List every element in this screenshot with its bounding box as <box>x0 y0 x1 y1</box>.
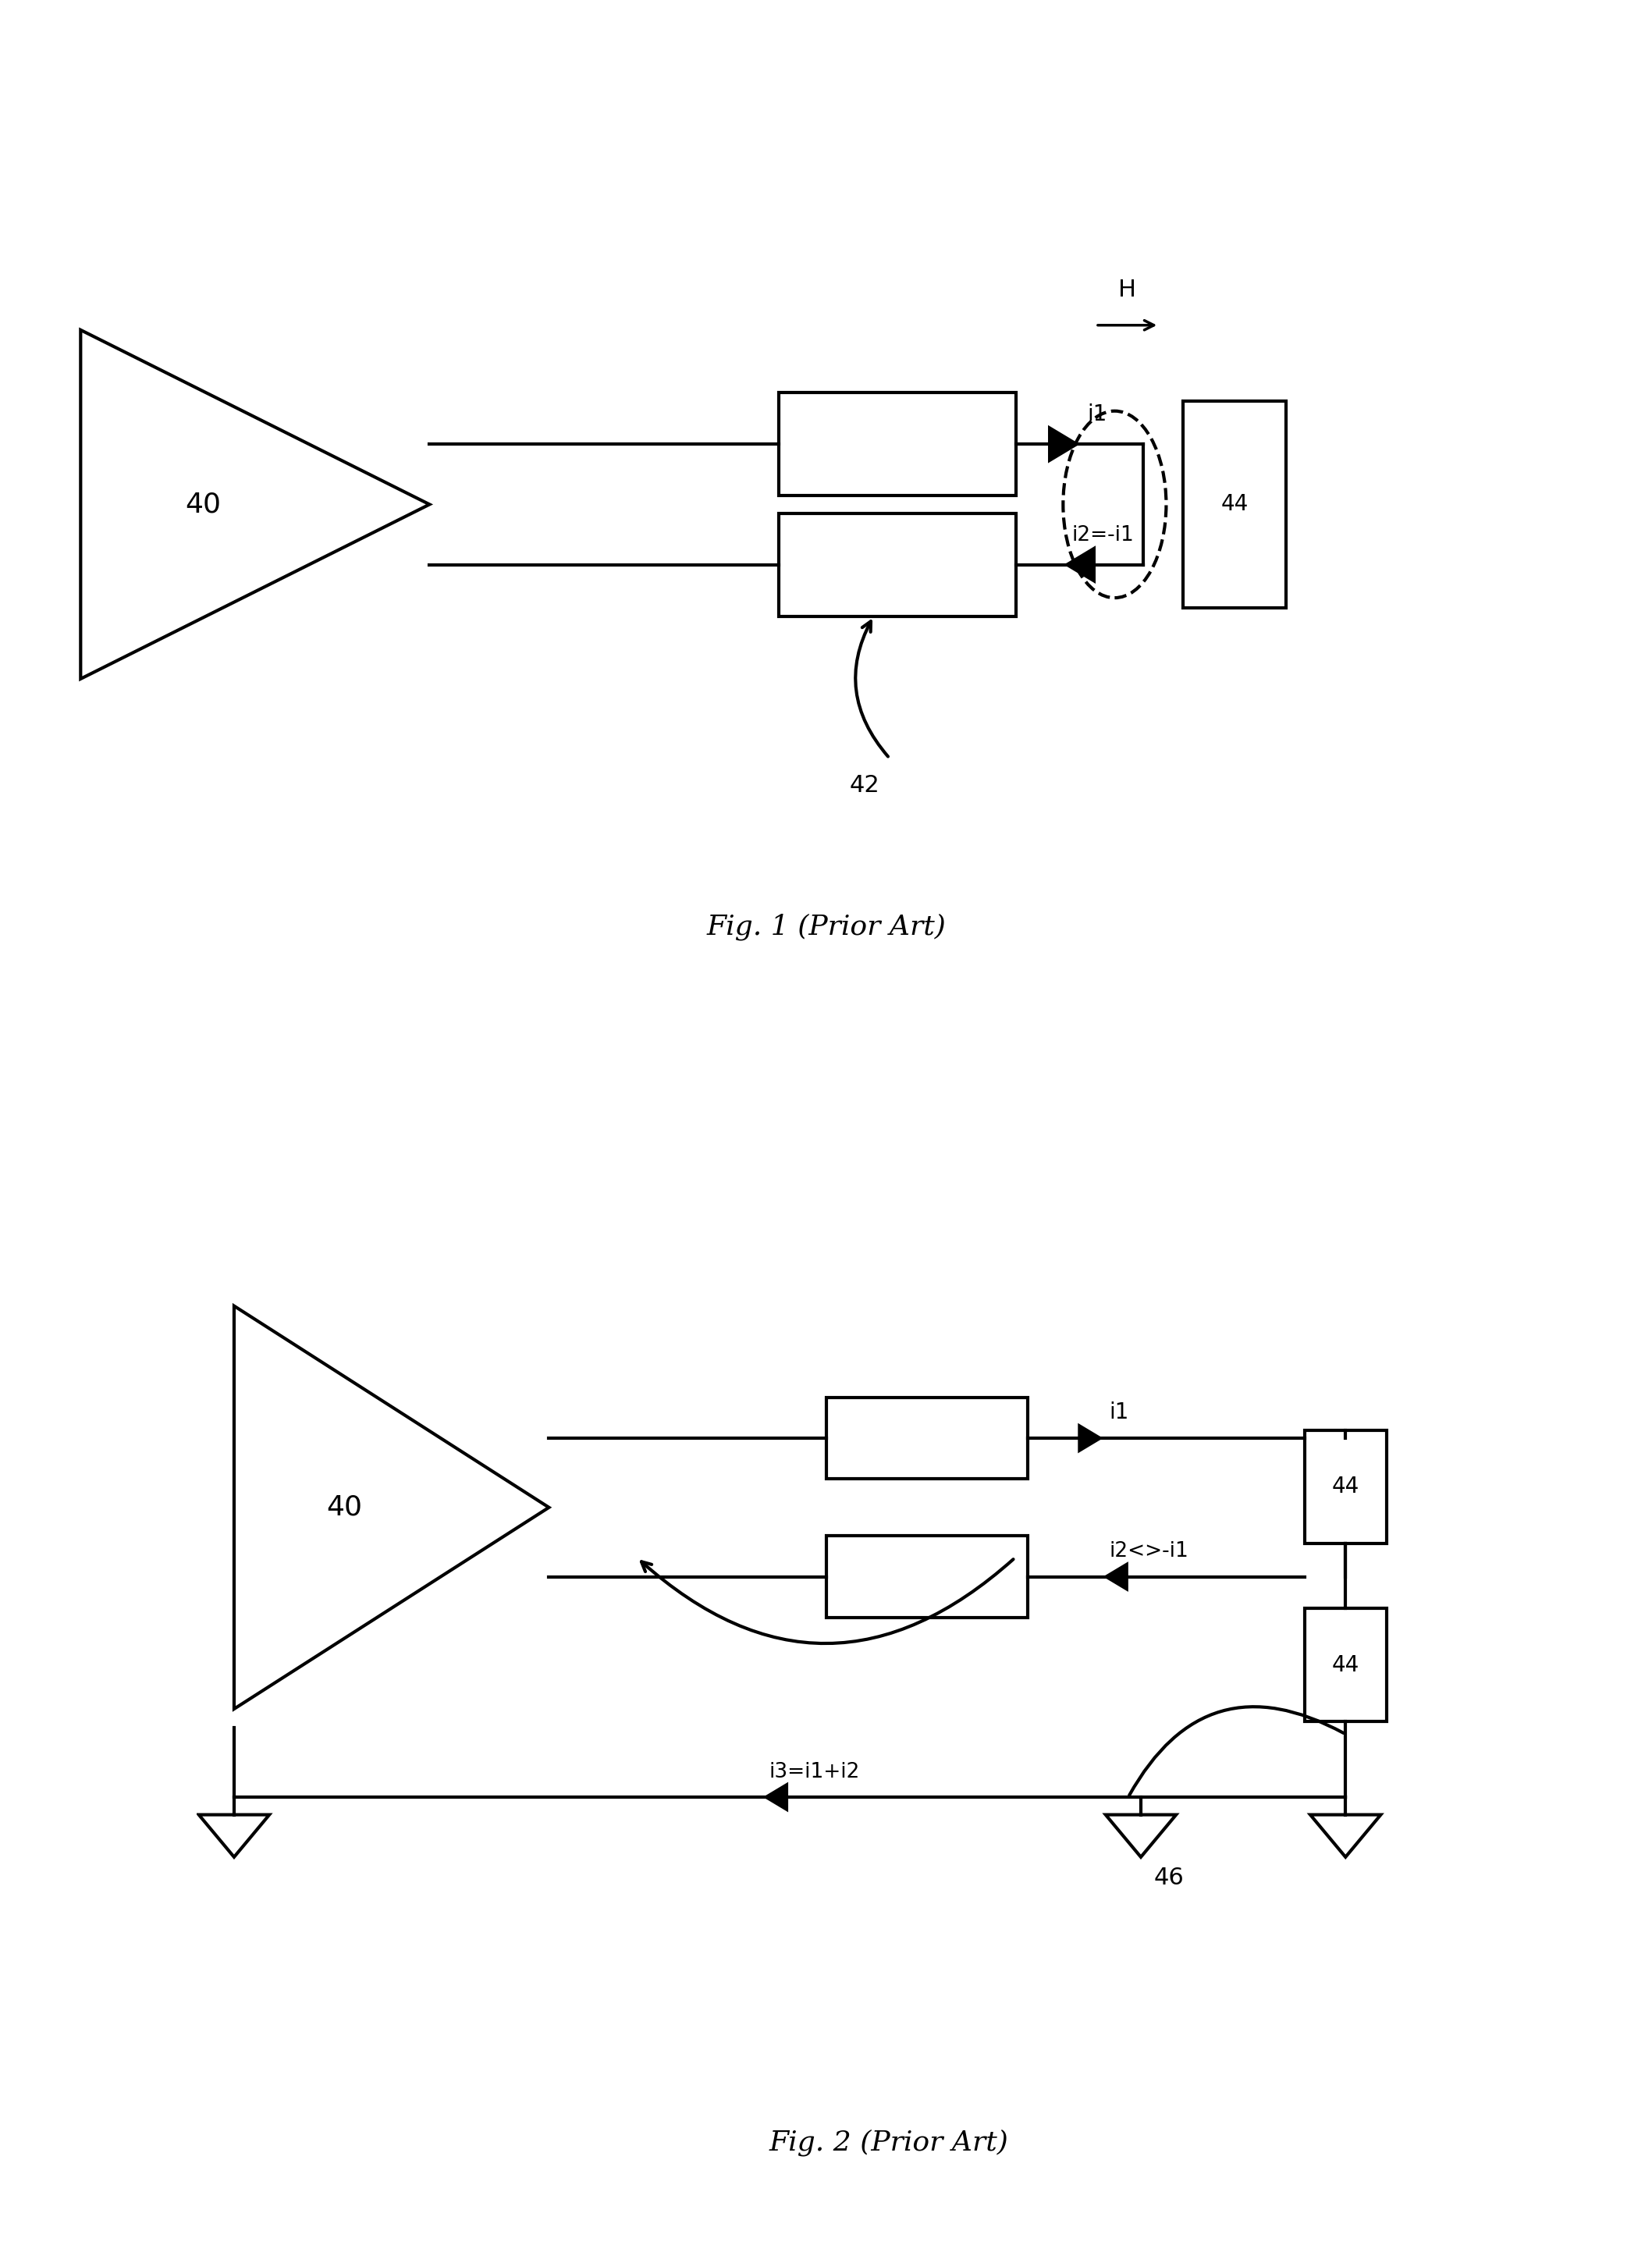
Bar <box>778 514 1016 615</box>
Polygon shape <box>1077 1423 1104 1453</box>
Text: H: H <box>1118 278 1137 301</box>
Text: Fig. 1 (Prior Art): Fig. 1 (Prior Art) <box>707 914 945 941</box>
Text: 42: 42 <box>849 775 881 797</box>
Text: Fig. 2 (Prior Art): Fig. 2 (Prior Art) <box>770 2128 1009 2155</box>
Bar <box>1183 402 1285 608</box>
Bar <box>778 393 1016 496</box>
Text: 40: 40 <box>327 1495 362 1520</box>
Text: i1: i1 <box>1110 1401 1130 1423</box>
Polygon shape <box>1047 424 1080 462</box>
Text: 44: 44 <box>1332 1655 1360 1675</box>
Text: i3=i1+i2: i3=i1+i2 <box>770 1762 861 1783</box>
Polygon shape <box>1064 546 1095 584</box>
Polygon shape <box>763 1783 788 1812</box>
Polygon shape <box>1104 1563 1128 1592</box>
Text: 40: 40 <box>185 492 221 519</box>
Text: i1: i1 <box>1087 404 1107 424</box>
Bar <box>1305 1430 1386 1542</box>
Bar <box>826 1396 1028 1479</box>
Text: 44: 44 <box>1332 1475 1360 1497</box>
Text: 46: 46 <box>1153 1866 1184 1888</box>
Text: 44: 44 <box>1221 494 1249 516</box>
Bar <box>1305 1607 1386 1722</box>
Text: i2=-i1: i2=-i1 <box>1072 525 1133 546</box>
Text: i2<>-i1: i2<>-i1 <box>1110 1542 1189 1563</box>
Bar <box>826 1536 1028 1619</box>
